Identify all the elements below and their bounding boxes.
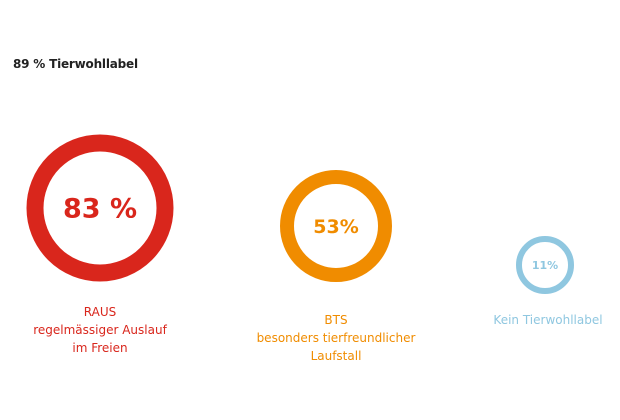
ring-circle-kein bbox=[516, 236, 574, 294]
ring-kein: 11% Kein Tierwohllabel bbox=[493, 236, 603, 327]
ring-label-bts: BTS besonders tierfreundlicher Laufstall bbox=[257, 313, 416, 363]
ring-value-bts: 53% bbox=[313, 216, 358, 238]
ring-circle-bts bbox=[280, 170, 392, 282]
ring-circle-raus bbox=[26, 134, 174, 282]
ring-label-line: besonders tierfreundlicher bbox=[257, 331, 416, 345]
ring-label-line: regelmässiger Auslauf bbox=[33, 323, 167, 337]
ring-label-line: BTS bbox=[324, 313, 347, 327]
ring-bts: 53% BTS besonders tierfreundlicher Laufstal… bbox=[257, 170, 416, 363]
chart-title: 89 % Tierwohllabel bbox=[13, 57, 138, 71]
ring-label-kein: Kein Tierwohllabel bbox=[493, 313, 602, 327]
ring-raus: 83 % RAUS regelmässiger Auslauf im Freien bbox=[26, 134, 174, 355]
ring-label-line: RAUS bbox=[84, 305, 116, 319]
ring-value-kein: 11% bbox=[532, 259, 558, 272]
ring-label-line: im Freien bbox=[72, 341, 127, 355]
ring-label-line: Laufstall bbox=[311, 349, 362, 363]
ring-value-raus: 83 % bbox=[63, 194, 137, 225]
ring-label-line: Kein Tierwohllabel bbox=[493, 313, 602, 327]
ring-label-raus: RAUS regelmässiger Auslauf im Freien bbox=[33, 305, 167, 355]
